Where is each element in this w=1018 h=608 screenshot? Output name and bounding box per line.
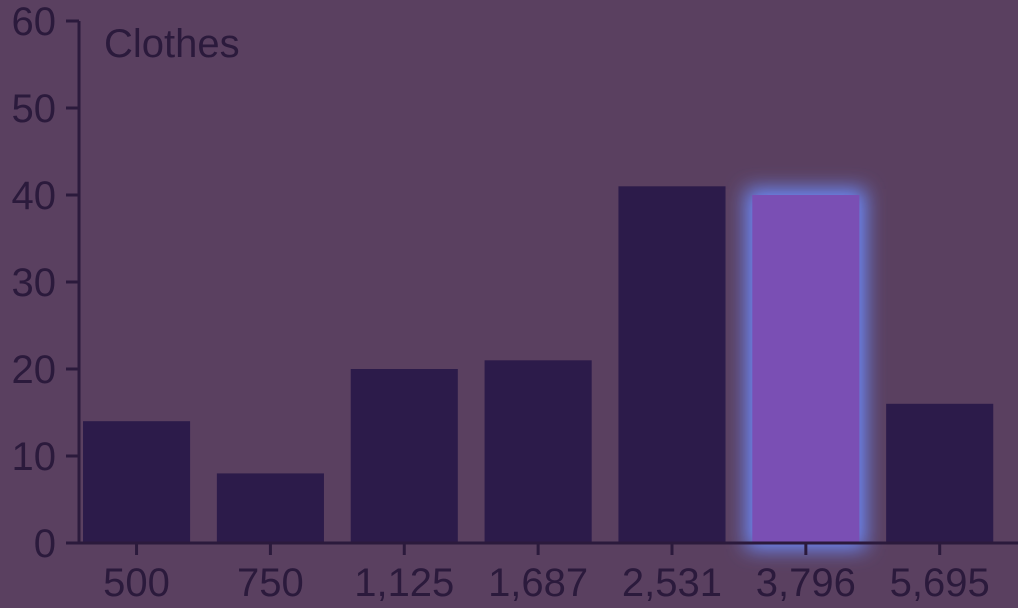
x-tick-label: 2,531 [622,561,722,605]
bar[interactable] [216,473,324,543]
x-tick-label: 750 [237,561,304,605]
x-axis-ticks: 500 750 1,125 1,687 2,531 3,796 5,695 [103,543,990,605]
y-tick-label: 10 [12,435,57,479]
x-tick-label: 3,796 [756,561,856,605]
y-tick-label: 30 [12,261,57,305]
x-tick-label: 1,125 [354,561,454,605]
x-tick-label: 5,695 [890,561,990,605]
chart-title: Clothes [104,22,240,66]
y-tick-label: 60 [12,0,57,44]
y-tick-label: 0 [34,522,56,566]
bar[interactable] [484,360,592,543]
bar[interactable] [350,369,458,543]
bar[interactable] [886,403,994,543]
bars-group [83,186,994,549]
y-axis-ticks: 0 10 20 30 40 50 60 [12,0,79,566]
y-tick-label: 40 [12,174,57,218]
x-tick-label: 1,687 [488,561,588,605]
x-tick-label: 500 [103,561,170,605]
bar-highlighted[interactable] [752,195,860,543]
y-tick-label: 20 [12,348,57,392]
bar[interactable] [83,421,191,543]
bar[interactable] [618,186,726,544]
y-tick-label: 50 [12,87,57,131]
